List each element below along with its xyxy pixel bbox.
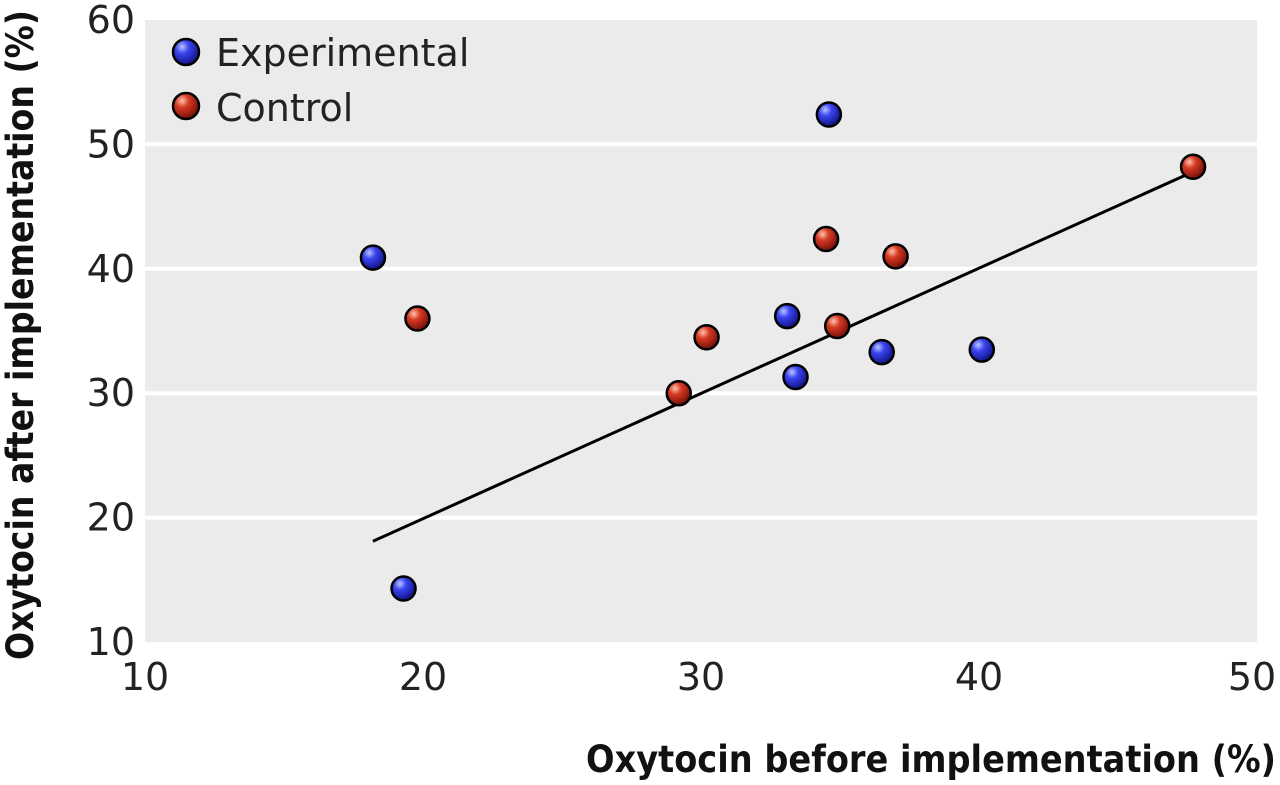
point-control-2: [882, 243, 909, 270]
x-tick-label-30: 30: [677, 655, 725, 699]
x-tick-label-10: 10: [121, 655, 169, 699]
y-tick-label-40: 40: [87, 247, 135, 291]
y-tick-label-30: 30: [87, 371, 135, 415]
legend-label-control: Control: [216, 86, 353, 130]
point-experimental-0: [815, 101, 843, 128]
point-control-0: [1179, 153, 1207, 181]
y-tick-label-10: 10: [87, 620, 135, 664]
point-control-3: [404, 305, 431, 332]
trend-line: [372, 170, 1194, 543]
point-experimental-3: [868, 338, 895, 366]
legend: Experimental Control: [171, 31, 469, 130]
x-axis-title: Oxytocin before implementation (%): [586, 738, 1276, 781]
y-axis-ticks: 10 20 30 40 50 60: [87, 0, 135, 664]
x-tick-label-40: 40: [955, 655, 1003, 699]
y-tick-label-60: 60: [87, 0, 135, 42]
legend-label-experimental: Experimental: [216, 31, 469, 75]
point-control-1: [812, 225, 840, 253]
y-tick-label-50: 50: [87, 122, 135, 166]
point-experimental-5: [782, 363, 809, 391]
legend-marker-control: [171, 91, 201, 121]
legend-marker-experimental: [171, 37, 201, 67]
x-tick-label-50: 50: [1228, 655, 1276, 699]
y-tick-label-20: 20: [87, 496, 135, 540]
data-points: [359, 101, 1207, 602]
x-axis-ticks: 10 20 30 40 50: [121, 655, 1276, 699]
point-experimental-6: [390, 575, 417, 602]
point-experimental-1: [359, 244, 387, 271]
point-control-5: [823, 312, 851, 340]
y-axis-title: Oxytocin after implementation (%): [0, 10, 42, 660]
point-experimental-4: [968, 336, 996, 363]
x-tick-label-20: 20: [399, 655, 447, 699]
point-control-4: [693, 323, 720, 351]
point-experimental-2: [773, 302, 801, 330]
point-control-6: [665, 379, 693, 407]
trend-layer: [372, 170, 1194, 543]
